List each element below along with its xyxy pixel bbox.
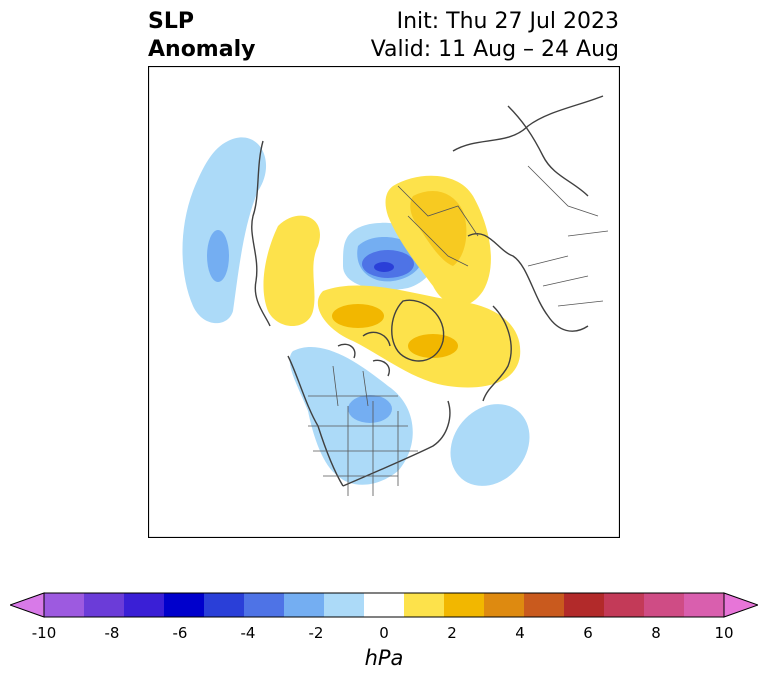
colorbar-cell — [484, 593, 525, 617]
colorbar-cell — [364, 593, 405, 617]
valid-range: Valid: 11 Aug – 24 Aug — [370, 37, 619, 62]
colorbar-tick-label: -6 — [172, 624, 188, 642]
yukon-high — [263, 215, 320, 326]
colorbar-cell — [644, 593, 685, 617]
political-borders — [308, 165, 609, 496]
coastlines — [251, 95, 604, 487]
title-line-1: SLP — [148, 9, 194, 34]
arctic-islands — [337, 331, 391, 377]
positive-anomalies — [263, 175, 521, 388]
colorbar-cell — [404, 593, 445, 617]
arctic-low-deep — [374, 262, 394, 272]
colorbar-cell — [204, 593, 245, 617]
colorbar-tick-label: -10 — [31, 624, 57, 642]
scandinavia-coast — [482, 305, 512, 402]
colorbar-extend-high — [723, 592, 758, 618]
anomaly-map — [148, 66, 620, 538]
colorbar-label: hPa — [364, 646, 404, 670]
colorbar-tick-label: -4 — [240, 624, 256, 642]
canada-borders — [308, 365, 398, 407]
colorbar-ticks: -10 -8 -6 -4 -2 0 2 4 6 8 10 — [0, 624, 768, 644]
colorbar-cell — [84, 593, 125, 617]
colorbar-cell — [284, 593, 325, 617]
colorbar-cell — [124, 593, 165, 617]
title-line-2: Anomaly — [148, 37, 256, 62]
us-state-borders — [308, 401, 418, 496]
colorbar — [10, 592, 758, 618]
colorbar-cell — [684, 593, 725, 617]
map-frame — [148, 66, 620, 538]
pacific-low-light — [182, 137, 267, 324]
alaska-coast — [251, 140, 271, 327]
russia-borders — [397, 165, 599, 267]
colorbar-tick-label: 6 — [583, 624, 593, 642]
eurasia-coast — [452, 95, 604, 332]
colorbar-cell — [524, 593, 565, 617]
colorbar-cell — [444, 593, 485, 617]
colorbar-tick-label: 0 — [379, 624, 389, 642]
colorbar-cell — [604, 593, 645, 617]
colorbar-tick-label: -2 — [308, 624, 324, 642]
colorbar-tick-label: 2 — [447, 624, 457, 642]
greenland-coast — [391, 299, 445, 362]
greenland-high-core-2 — [408, 334, 458, 358]
negative-anomalies — [182, 137, 530, 486]
colorbar-cell — [44, 593, 85, 617]
siberia-high-core — [410, 191, 467, 266]
colorbar-extend-low — [10, 592, 45, 618]
greenland-high-core-1 — [332, 304, 384, 328]
colorbar-cell — [164, 593, 205, 617]
colorbar-tick-label: 8 — [651, 624, 661, 642]
map-title: SLP Anomaly — [148, 8, 255, 64]
atlantic-low — [450, 404, 530, 486]
hudson-low-core — [348, 395, 392, 423]
init-date: Init: Thu 27 Jul 2023 — [396, 9, 619, 34]
date-info: Init: Thu 27 Jul 2023 Valid: 11 Aug – 24… — [371, 8, 619, 64]
colorbar-tick-label: 4 — [515, 624, 525, 642]
pacific-low-core — [207, 230, 229, 282]
asia-east-coast — [507, 105, 589, 197]
colorbar-frame — [43, 592, 725, 618]
colorbar-cells — [44, 593, 725, 617]
colorbar-cell — [244, 593, 285, 617]
colorbar-cell — [324, 593, 365, 617]
colorbar-cell — [564, 593, 605, 617]
north-america-east-coast — [342, 400, 451, 487]
colorbar-tick-label: -8 — [104, 624, 120, 642]
colorbar-tick-label: 10 — [714, 624, 734, 642]
europe-borders — [527, 230, 609, 307]
